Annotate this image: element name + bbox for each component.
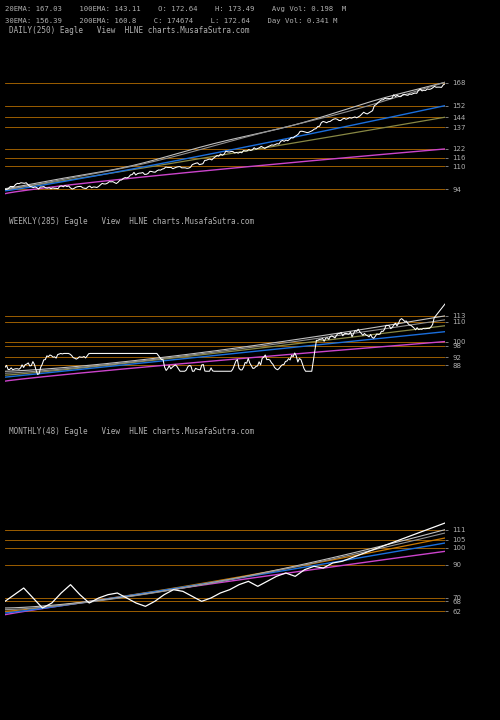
Text: WEEKLY(285) Eagle   View  HLNE charts.MusafaSutra.com: WEEKLY(285) Eagle View HLNE charts.Musaf…	[10, 217, 254, 225]
Text: 20EMA: 167.03    100EMA: 143.11    O: 172.64    H: 173.49    Avg Vol: 0.198  M: 20EMA: 167.03 100EMA: 143.11 O: 172.64 H…	[5, 6, 346, 12]
Text: MONTHLY(48) Eagle   View  HLNE charts.MusafaSutra.com: MONTHLY(48) Eagle View HLNE charts.Musaf…	[10, 427, 254, 436]
Text: DAILY(250) Eagle   View  HLNE charts.MusafaSutra.com: DAILY(250) Eagle View HLNE charts.Musafa…	[10, 25, 250, 35]
Text: 30EMA: 156.39    200EMA: 160.8    C: 174674    L: 172.64    Day Vol: 0.341 M: 30EMA: 156.39 200EMA: 160.8 C: 174674 L:…	[5, 18, 338, 24]
